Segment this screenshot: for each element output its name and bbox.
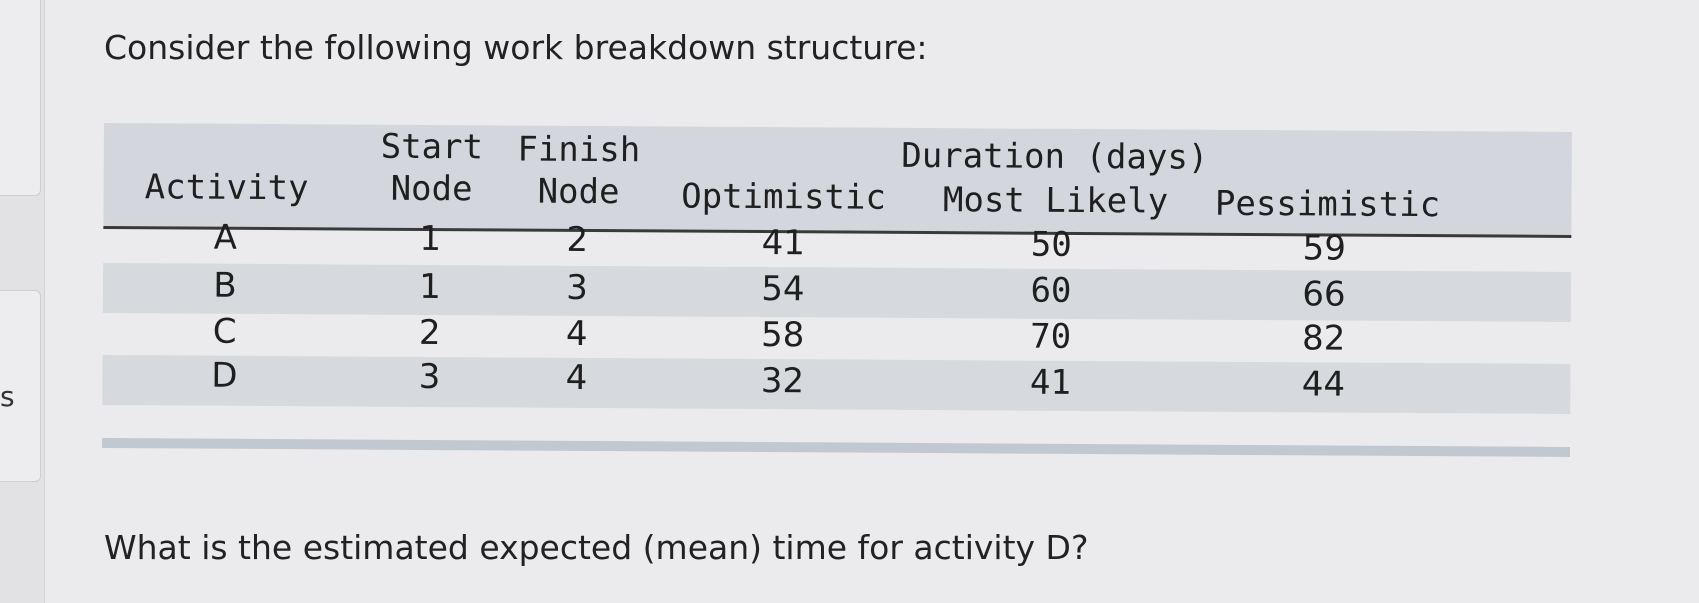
column-header-start-bottom: Node: [390, 168, 473, 210]
column-header-finish-bottom: Node: [537, 171, 620, 213]
table-cell: 2: [566, 219, 589, 260]
side-card[interactable]: [0, 0, 41, 196]
column-header-finish-top: Finish: [517, 129, 641, 171]
table-cell: 41: [1029, 362, 1072, 403]
table-cell: 82: [1301, 318, 1346, 359]
table-cell: 4: [565, 357, 588, 398]
table-cell: 44: [1301, 364, 1346, 405]
table-cell: 58: [760, 315, 805, 356]
table-cell: 41: [761, 223, 806, 264]
table-cell: 50: [1030, 224, 1072, 265]
side-card[interactable]: [0, 290, 41, 482]
table-bottom-rule: [102, 437, 1571, 457]
table-cell: 66: [1302, 274, 1346, 315]
table-cell: 1: [419, 218, 442, 260]
side-panel-letter: s: [0, 380, 15, 413]
table-cell: 59: [1302, 228, 1347, 269]
table-cell: 2: [418, 312, 441, 354]
column-header-activity: Activity: [144, 167, 309, 209]
table-cell: 60: [1030, 270, 1072, 311]
table-cell: 32: [760, 361, 805, 402]
table-cell: 3: [566, 267, 588, 308]
wbs-table: Activity Start Node Finish Node Duration…: [102, 123, 1572, 482]
prompt-text: Consider the following work breakdown st…: [104, 28, 928, 67]
table-cell: 54: [761, 269, 805, 310]
table-cell: D: [211, 355, 238, 396]
column-header-most-likely: Most Likely: [942, 180, 1169, 222]
table-cell: 4: [565, 313, 588, 354]
column-header-pessimistic: Pessimistic: [1214, 183, 1441, 226]
table-cell: 1: [419, 266, 441, 308]
table-cell: 70: [1030, 316, 1072, 357]
column-header-start-top: Start: [380, 126, 484, 168]
question-text: What is the estimated expected (mean) ti…: [104, 528, 1089, 567]
table-cell: C: [212, 311, 237, 352]
table-row-band: [102, 262, 1572, 322]
table-row-band: [102, 354, 1571, 414]
table-cell: 3: [418, 356, 441, 398]
table-cell: B: [213, 265, 237, 306]
group-header-duration: Duration (days): [901, 135, 1209, 178]
table-cell: A: [213, 217, 238, 258]
column-header-optimistic: Optimistic: [681, 176, 887, 218]
